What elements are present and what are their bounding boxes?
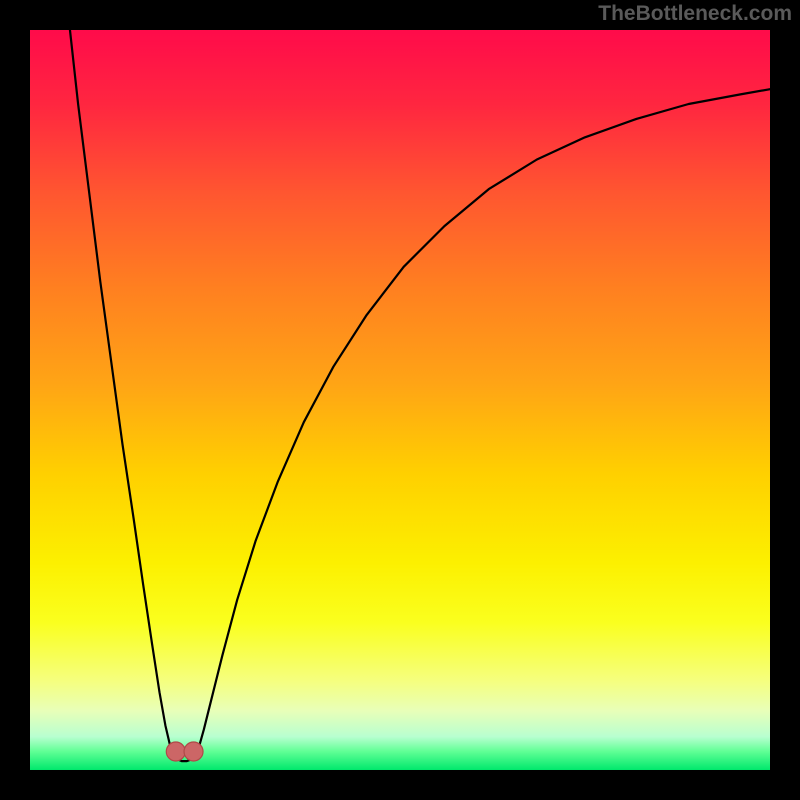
watermark-label: TheBottleneck.com [598, 2, 792, 26]
marker-dot [166, 742, 185, 761]
chart-svg [0, 0, 800, 800]
marker-dot [184, 742, 203, 761]
bottleneck-chart: TheBottleneck.com [0, 0, 800, 800]
chart-plot-background [30, 30, 770, 770]
